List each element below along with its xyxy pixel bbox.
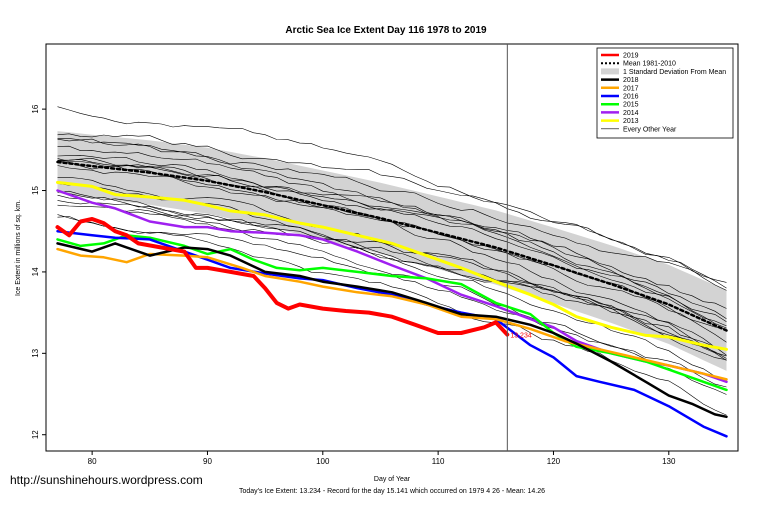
series-line-2019	[55, 217, 510, 337]
y-axis-ticks: 12 13 14 15 16	[31, 104, 46, 439]
legend-item-2014-label: 2014	[623, 110, 639, 117]
y-tick-label: 12	[31, 430, 40, 439]
legend-item-1-standard-deviation-from-mean-swatch	[601, 68, 619, 75]
x-axis-label: Day of Year	[374, 476, 411, 483]
legend-item-2015-label: 2015	[623, 102, 639, 109]
x-tick-label: 100	[316, 457, 330, 466]
y-tick-label: 13	[31, 348, 40, 357]
watermark-url: http://sunshinehours.wordpress.com	[10, 473, 203, 487]
y-tick-label: 14	[31, 267, 40, 276]
series-line-2015	[56, 234, 728, 392]
footer-text: Today's Ice Extent: 13.234 - Record for …	[239, 488, 545, 495]
every-other-year-line	[57, 204, 727, 395]
x-tick-label: 90	[203, 457, 212, 466]
legend-item-2016-label: 2016	[623, 94, 639, 101]
x-tick-label: 80	[88, 457, 97, 466]
y-tick-label: 15	[31, 186, 40, 195]
every-other-year-line	[57, 157, 727, 327]
chart-title: Arctic Sea Ice Extent Day 116 1978 to 20…	[285, 25, 487, 36]
series-line-2013	[56, 180, 728, 351]
every-other-year-line	[57, 159, 727, 356]
every-other-year-lines	[57, 106, 727, 416]
legend-item-every-other-year-label: Every Other Year	[623, 126, 677, 133]
x-tick-label: 130	[662, 457, 676, 466]
x-tick-label: 120	[547, 457, 561, 466]
y-axis-label: Ice Extent in millions of sq. km.	[15, 200, 22, 296]
legend-item-mean-1981-2010-label: Mean 1981-2010	[623, 61, 676, 68]
series-lines	[55, 160, 728, 438]
current-value-label: 13.234	[510, 333, 532, 340]
legend-box	[596, 47, 734, 139]
x-tick-label: 110	[432, 457, 445, 466]
legend-item-2019-label: 2019	[623, 53, 639, 60]
series-line-2017	[56, 247, 728, 381]
every-other-year-line	[57, 200, 727, 359]
every-other-year-line	[57, 190, 727, 357]
every-other-year-line	[57, 138, 727, 329]
x-axis-ticks: 80 90 100 110 120 130	[88, 451, 676, 466]
legend-item-2017-label: 2017	[623, 85, 639, 92]
series-line-mean-1981-2010	[56, 160, 728, 332]
every-other-year-line	[57, 194, 727, 381]
every-other-year-line	[57, 138, 727, 291]
every-other-year-line	[57, 154, 727, 323]
every-other-year-line	[57, 191, 727, 351]
every-other-year-line	[57, 145, 727, 319]
y-tick-label: 16	[31, 104, 40, 113]
every-other-year-line	[57, 106, 727, 283]
legend-item-1-standard-deviation-from-mean-label: 1 Standard Deviation From Mean	[623, 69, 726, 76]
every-other-year-line	[57, 216, 727, 416]
legend-item-2018-label: 2018	[623, 77, 639, 84]
legend-item-2013-label: 2013	[623, 118, 639, 125]
